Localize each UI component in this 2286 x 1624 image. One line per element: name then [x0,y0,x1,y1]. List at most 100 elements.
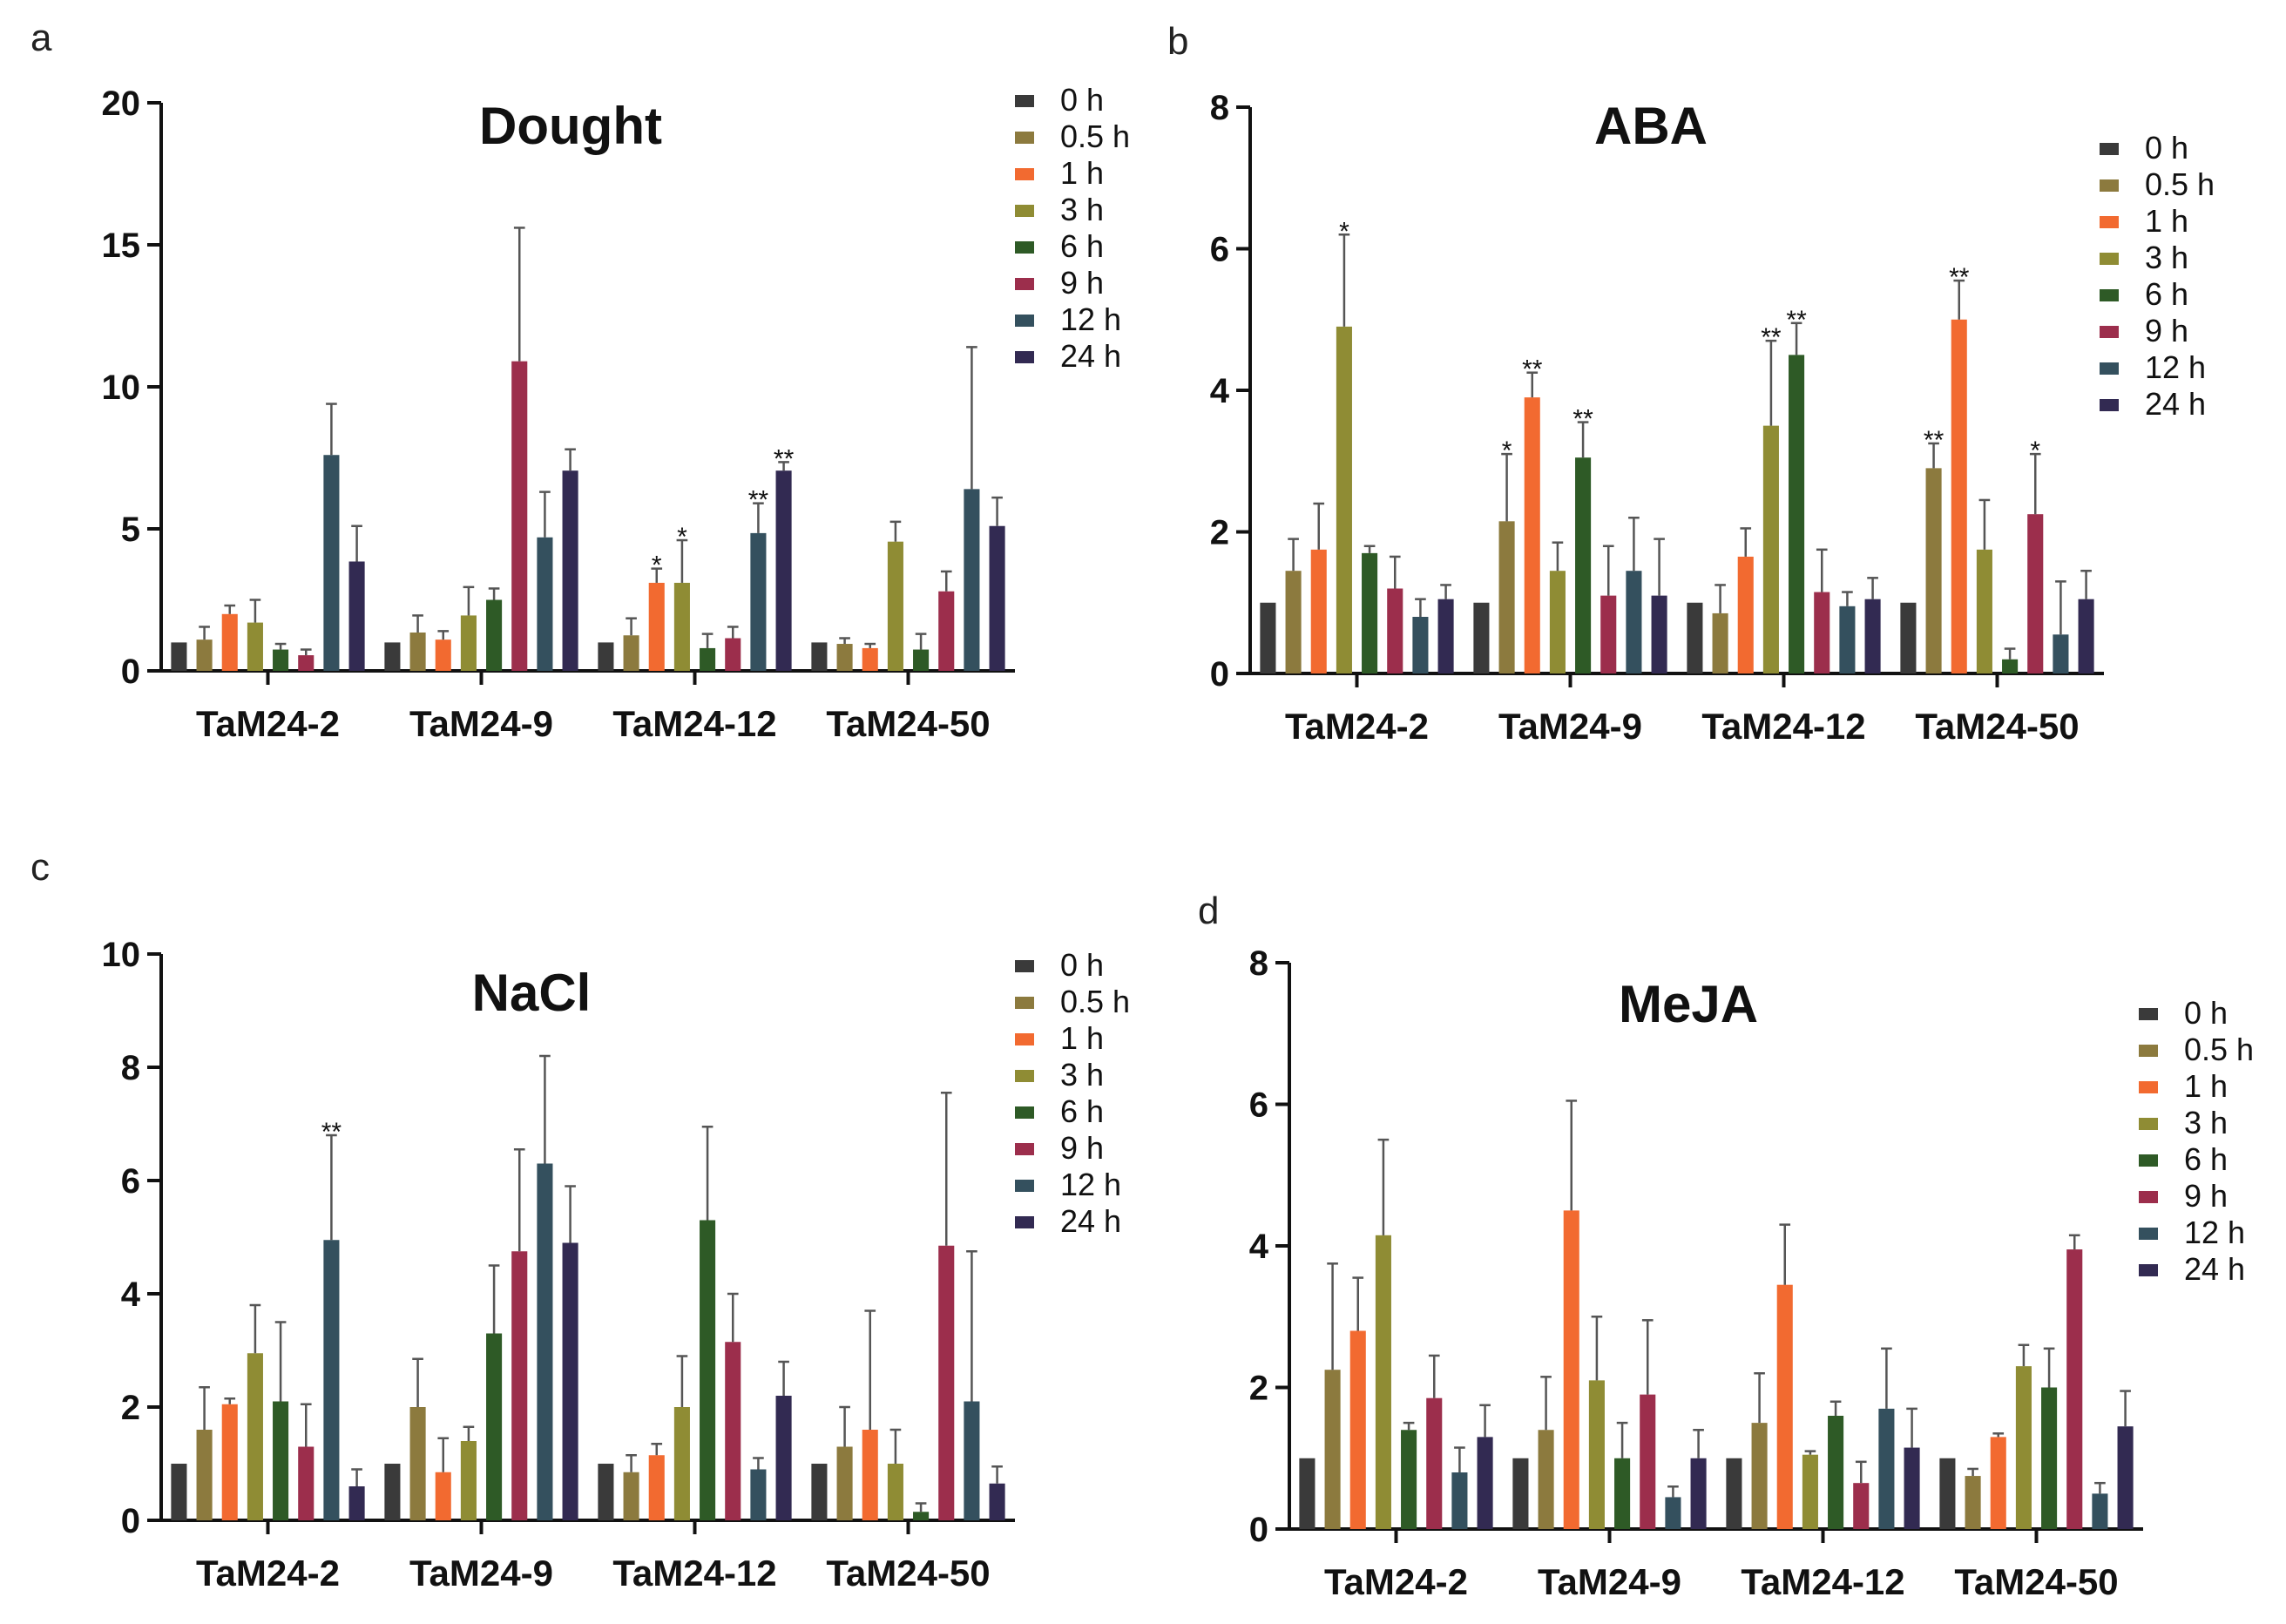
legend-swatch [1015,1070,1034,1082]
bar [1828,1416,1844,1529]
bar [562,470,578,671]
bar [811,1464,828,1520]
legend-swatch [1015,278,1034,290]
bar [1751,1423,1768,1529]
legend-label: 0 h [1060,947,1104,983]
bar [964,489,980,671]
bar [1665,1497,1681,1529]
bar [298,1446,314,1520]
legend-swatch [1015,205,1034,217]
legend-label: 24 h [1060,338,1121,374]
significance-label: * [652,551,662,580]
bar [1285,571,1302,673]
bar [1600,595,1617,673]
bar [623,635,639,671]
legend-label: 3 h [2145,240,2188,275]
legend-swatch [1015,168,1034,180]
bar [1904,1447,1920,1529]
significance-label: * [2030,436,2040,465]
bar [1626,571,1642,673]
bar [1324,1370,1341,1529]
significance-label: * [677,523,687,551]
bar [1965,1476,1981,1529]
legend-swatch [2139,1264,2158,1276]
bar [1640,1394,1656,1529]
significance-label: ** [1949,263,1970,292]
y-tick-label: 8 [1210,89,1229,127]
y-tick-label: 6 [121,1162,140,1201]
bar [1387,588,1403,673]
bar [511,361,528,671]
panel-letter: c [30,846,50,889]
bar [673,582,690,671]
x-category-label: TaM24-50 [1915,706,2079,747]
bar [938,591,955,671]
bar [1375,1235,1391,1529]
bar [435,1472,451,1520]
bar [1401,1430,1417,1529]
legend-swatch [1015,132,1034,144]
bar [1336,326,1352,673]
bar [775,470,792,671]
bar [887,1464,903,1520]
bar [323,455,340,671]
bar [1853,1483,1870,1529]
bar [750,532,767,671]
bar [1310,549,1327,673]
legend-swatch [2139,1228,2158,1240]
bar [964,1401,980,1520]
legend-swatch [2139,1045,2158,1057]
bar [1762,425,1779,673]
bar [1878,1408,1895,1529]
bar [1687,602,1703,673]
legend-swatch [2100,143,2119,155]
significance-label: ** [1522,355,1543,384]
bar [1802,1454,1818,1529]
bar [1498,521,1515,673]
bar [725,1342,741,1520]
legend-label: 0 h [2184,995,2228,1031]
legend-swatch [1015,1106,1034,1119]
bar [1976,549,1992,673]
x-category-label: TaM24-2 [196,1553,340,1594]
y-tick-label: 8 [121,1049,140,1087]
y-tick-label: 2 [1249,1370,1268,1408]
bar [1575,457,1592,673]
y-tick-label: 10 [102,936,141,974]
y-tick-label: 10 [102,369,141,407]
x-category-label: TaM24-2 [196,703,340,744]
bar [2078,599,2094,673]
panel-letter: a [30,17,52,59]
bar [1864,599,1881,673]
legend-label: 12 h [1060,1167,1121,1202]
bar [247,1353,263,1520]
bar [623,1472,639,1520]
legend-label: 1 h [2145,203,2188,239]
significance-label: * [1502,436,1512,465]
bar [1451,1472,1468,1529]
bar [1814,592,1830,673]
x-category-label: TaM24-50 [826,703,990,744]
bar [221,1404,238,1520]
legend-swatch [2100,399,2119,411]
legend-swatch [1015,315,1034,327]
legend-swatch [1015,95,1034,107]
bar [811,642,828,671]
bar [221,613,238,671]
y-tick-label: 0 [121,1502,140,1540]
legend-swatch [1015,960,1034,972]
y-tick-label: 6 [1249,1086,1268,1125]
legend-label: 9 h [1060,1130,1104,1166]
x-category-label: TaM24-9 [1538,1561,1681,1602]
bar [700,1220,716,1520]
bar [1737,556,1754,673]
significance-label: ** [1786,306,1807,335]
legend-label: 9 h [2145,313,2188,348]
bar [2002,659,2019,673]
bar [537,537,553,671]
bar [348,561,365,671]
bar [775,1396,792,1520]
bar [1839,606,1856,673]
bar [700,647,716,671]
x-category-label: TaM24-9 [409,703,553,744]
